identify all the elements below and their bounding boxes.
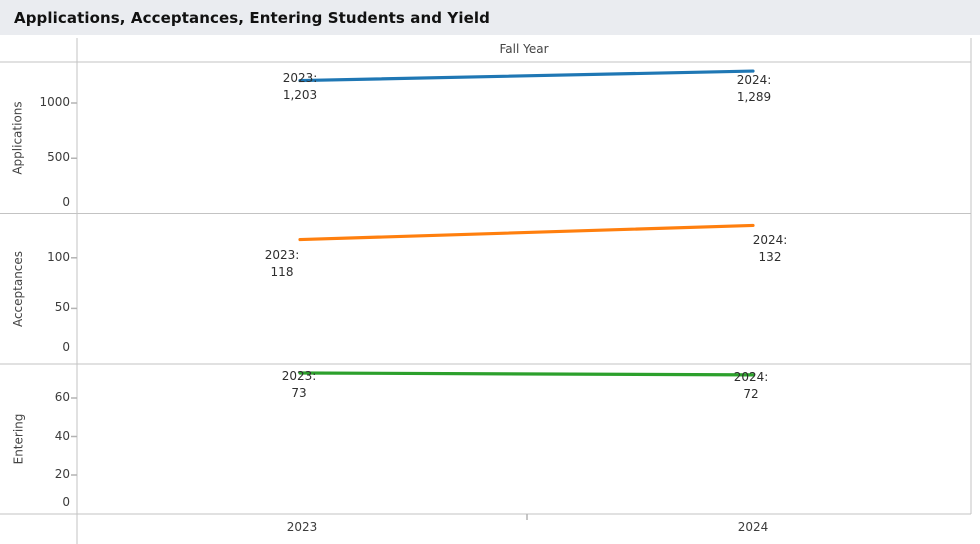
x-tick-label-2023: 2023 [286, 520, 318, 534]
y-tick-label: 0 [62, 494, 70, 509]
chart-title-bar: Applications, Acceptances, Entering Stud… [0, 0, 980, 35]
y-tick-label: 50 [54, 300, 70, 315]
point-label: 2024: 72 [734, 369, 769, 403]
series-line-applications [298, 69, 755, 83]
y-tick-label: 60 [54, 390, 70, 404]
y-tick-label: 1000 [39, 95, 70, 109]
y-tick-label: 100 [47, 249, 70, 264]
y-tick-label: 20 [54, 467, 70, 481]
point-label-year: 2023: [282, 70, 318, 85]
point-label-year: 2024: [736, 73, 772, 88]
point-label-value: 73 [291, 385, 307, 400]
point-label-value: 118 [270, 264, 294, 279]
series-line-entering [298, 371, 755, 377]
chart-title: Applications, Acceptances, Entering Stud… [14, 8, 490, 27]
point-label: 2024: 132 [753, 232, 788, 266]
y-tick-label: 0 [62, 194, 70, 209]
y-tick-label: 40 [54, 428, 70, 443]
point-label-value: 132 [758, 250, 782, 265]
y-tick-label: 500 [47, 150, 70, 165]
point-label-year: 2023: [264, 247, 300, 262]
point-label-value: 1,289 [736, 90, 772, 105]
point-label: 2023: 118 [265, 247, 300, 281]
point-label-year: 2024: [733, 369, 769, 384]
point-label: 2024: 1,289 [737, 72, 772, 106]
point-label-value: 72 [743, 386, 759, 401]
y-tick-label: 0 [62, 340, 70, 354]
series-line-acceptances [298, 223, 755, 242]
x-tick-label-2024: 2024 [737, 520, 769, 534]
point-label: 2023: 1,203 [283, 70, 318, 104]
point-label-year: 2024: [752, 233, 788, 248]
point-label-year: 2023: [281, 368, 317, 383]
point-label-value: 1,203 [282, 87, 318, 102]
point-label: 2023: 73 [282, 368, 317, 402]
x-axis-title: Fall Year [499, 42, 549, 56]
